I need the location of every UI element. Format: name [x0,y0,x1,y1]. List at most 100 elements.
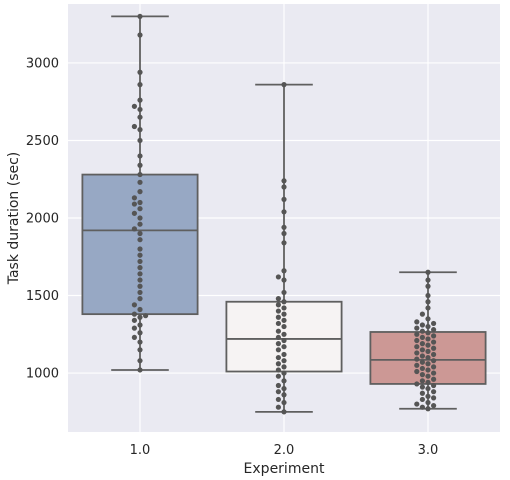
data-point [425,292,431,299]
data-point [425,277,431,283]
y-axis-label: Task duration (sec) [6,152,22,286]
data-point [137,127,143,133]
data-point [419,390,425,396]
data-point [431,389,437,395]
data-point [425,399,431,406]
data-point [131,317,137,323]
data-point [137,153,143,159]
data-point [414,356,420,362]
data-point [419,353,425,359]
data-point [425,336,431,342]
y-tick-label: 1000 [26,367,59,382]
data-point [137,258,143,265]
data-point [425,342,431,348]
data-point [281,337,287,344]
data-point [143,313,149,319]
data-point [131,334,137,341]
data-point [419,372,425,378]
data-point [281,317,287,323]
data-point [281,370,287,376]
data-point [137,339,143,345]
data-point [281,240,287,246]
data-point [131,226,137,232]
data-point [137,199,143,206]
data-point [281,358,287,364]
data-point [281,311,287,317]
x-tick-label: 1.0 [130,443,151,458]
data-point [275,347,281,353]
data-point [275,320,281,327]
data-point [275,382,281,389]
data-point [137,289,143,296]
data-point [137,306,143,313]
data-point [131,201,137,207]
data-point [137,322,143,328]
data-point [137,137,143,144]
data-point [137,215,143,221]
data-point [431,358,437,364]
data-point [137,230,143,237]
data-point [281,184,287,190]
data-point [137,82,143,88]
data-point [131,123,137,130]
data-point [275,314,281,320]
data-point [419,311,425,317]
data-point [281,378,287,384]
data-point [419,322,425,328]
data-point [419,384,425,390]
data-point [137,252,143,258]
data-point [431,364,437,370]
data-point [419,404,425,410]
data-point [419,334,425,341]
data-point [275,334,281,341]
data-point [281,399,287,406]
data-point [131,210,137,216]
data-point [137,221,143,227]
data-point [419,341,425,347]
data-point [137,296,143,302]
x-tick-label: 2.0 [274,443,295,458]
x-axis-label: Experiment [244,461,325,477]
data-point [281,323,287,330]
data-point [425,323,431,330]
data-point [281,82,287,88]
data-point [431,320,437,327]
data-point [137,179,143,185]
data-point [137,246,143,252]
data-point [414,319,420,325]
data-point [425,330,431,336]
data-point [281,196,287,202]
data-point [281,392,287,398]
data-point [275,373,281,379]
data-point [431,339,437,345]
data-point [425,393,431,399]
data-point [131,103,137,109]
data-point [425,379,431,385]
data-point [275,404,281,410]
data-point [137,314,143,320]
data-point [431,351,437,358]
y-tick-label: 2000 [26,212,59,227]
data-point [281,364,287,370]
data-point [431,403,437,409]
data-point [425,354,431,361]
data-point [281,268,287,274]
data-point [131,195,137,201]
data-point [419,328,425,334]
data-point [281,409,287,415]
data-point [414,362,420,368]
data-point [425,299,431,305]
data-point [131,302,137,308]
x-tick-label: 3.0 [418,443,439,458]
data-point [275,274,281,280]
data-point [425,316,431,322]
data-point [281,230,287,237]
data-point [137,171,143,178]
data-point [281,299,287,305]
data-point [275,328,281,334]
data-point [275,361,281,367]
data-point [281,289,287,296]
data-point [419,359,425,365]
data-point [131,325,137,331]
data-point [137,32,143,38]
